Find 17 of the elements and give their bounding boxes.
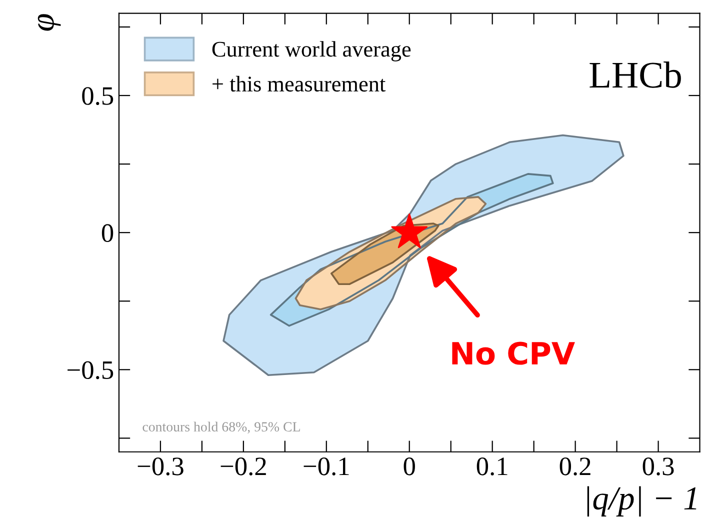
x-tick-label: 0.2 [560,458,590,476]
x-tick-label: −0.3 [138,458,184,476]
annotation: contours hold 68%, 95% CL [142,422,300,434]
y-tick-label: −0.5 [68,361,114,380]
y-tick-label: 0 [102,224,114,242]
x-tick-label: 0 [404,458,415,476]
legend-label: Current world average [212,41,411,62]
x-tick-label: −0.1 [304,458,349,476]
x-axis-title: |q/p| − 1 [587,486,696,517]
x-tick-label: 0.1 [476,458,508,476]
y-axis-title: φ [38,14,61,31]
annotation: LHCb [590,62,681,88]
legend-label: + this measurement [212,76,386,92]
y-tick-label: 0.5 [82,87,114,106]
x-tick-label: 0.3 [642,458,674,476]
x-tick-label: −0.2 [220,458,266,476]
annotation: No CPV [452,342,575,365]
